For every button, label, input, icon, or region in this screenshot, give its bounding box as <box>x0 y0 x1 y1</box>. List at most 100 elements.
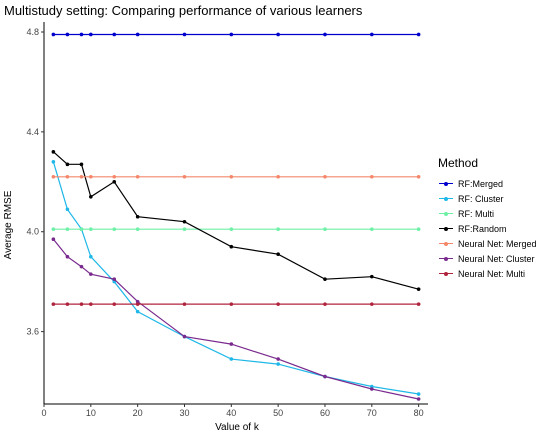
legend-label: Neural Net: Merged <box>458 238 537 249</box>
series-4 <box>51 174 421 179</box>
data-point <box>89 32 93 37</box>
legend: Method RF:Merged RF: Cluster RF: Multi RF:R… <box>438 156 537 281</box>
x-tick-label: 0 <box>41 408 46 418</box>
legend-key <box>438 267 454 281</box>
series-5 <box>51 237 421 401</box>
data-point <box>370 32 374 37</box>
y-tick-label: 3.6 <box>26 327 39 337</box>
data-point <box>112 227 117 232</box>
data-point <box>416 287 421 291</box>
legend-label: Neural Net: Cluster <box>458 253 535 264</box>
legend-key <box>438 222 454 236</box>
series-0 <box>51 32 421 37</box>
data-point <box>416 32 421 37</box>
data-point <box>323 174 327 179</box>
legend-key <box>438 207 454 221</box>
y-tick-label: 4.8 <box>26 27 39 37</box>
data-point <box>65 207 70 212</box>
series-2 <box>51 227 421 232</box>
y-tick-label: 4.0 <box>26 227 39 237</box>
data-point <box>323 374 327 379</box>
data-point <box>51 32 56 37</box>
data-point <box>112 174 117 179</box>
legend-item: Neural Net: Cluster <box>438 251 537 266</box>
data-point <box>89 302 93 306</box>
series-3 <box>51 150 421 291</box>
data-point <box>276 32 280 37</box>
data-point <box>416 397 421 401</box>
data-point <box>51 227 56 232</box>
data-point <box>323 302 327 306</box>
data-point <box>416 392 421 396</box>
series-line <box>52 238 419 400</box>
data-point <box>89 194 93 199</box>
data-point <box>79 302 84 306</box>
data-point <box>229 227 234 232</box>
data-point <box>135 309 140 314</box>
data-point <box>370 302 374 306</box>
legend-item: RF: Cluster <box>438 191 537 206</box>
data-point <box>182 334 187 339</box>
data-point <box>112 32 117 37</box>
legend-label: Neural Net: Multi <box>458 268 526 279</box>
data-point <box>370 174 374 179</box>
data-point <box>89 254 93 259</box>
data-point <box>79 174 84 179</box>
data-point <box>112 302 117 306</box>
data-point <box>323 32 327 37</box>
data-point <box>182 219 187 224</box>
data-point <box>65 254 70 259</box>
legend-label: RF: Multi <box>458 208 494 219</box>
data-point <box>276 252 280 256</box>
data-point <box>51 237 56 242</box>
x-tick-label: 70 <box>367 408 377 418</box>
data-point <box>182 32 187 37</box>
x-tick-label: 50 <box>273 408 283 418</box>
data-point <box>89 174 93 179</box>
data-point <box>276 174 280 179</box>
x-tick-label: 40 <box>226 408 236 418</box>
x-tick-label: 80 <box>414 408 424 418</box>
data-point <box>182 174 187 179</box>
data-point <box>276 302 280 306</box>
data-point <box>79 162 84 167</box>
data-point <box>51 160 56 164</box>
y-tick-label: 4.4 <box>26 127 39 137</box>
data-point <box>51 302 56 306</box>
data-point <box>89 227 93 232</box>
data-point <box>135 227 140 232</box>
data-point <box>229 244 234 249</box>
x-tick-label: 30 <box>179 408 189 418</box>
legend-item: Neural Net: Merged <box>438 236 537 251</box>
y-axis-title: Average RMSE <box>3 190 14 259</box>
data-point <box>79 32 84 37</box>
data-point <box>112 179 117 184</box>
data-point <box>65 227 70 232</box>
x-tick-label: 20 <box>133 408 143 418</box>
data-point <box>182 227 187 232</box>
data-point <box>135 214 140 219</box>
legend-key <box>438 192 454 206</box>
chart-title: Multistudy setting: Comparing performanc… <box>4 3 363 18</box>
data-point <box>65 162 70 167</box>
legend-label: RF:Random <box>458 223 507 234</box>
data-point <box>276 357 280 361</box>
data-point <box>370 387 374 391</box>
legend-item: RF: Multi <box>438 206 537 221</box>
legend-label: RF:Merged <box>458 178 504 189</box>
data-point <box>323 227 327 232</box>
data-point <box>370 384 374 389</box>
data-point <box>229 357 234 361</box>
data-point <box>135 299 140 304</box>
data-point <box>276 362 280 366</box>
data-point <box>370 227 374 232</box>
data-point <box>229 342 234 346</box>
legend-item: Neural Net: Multi <box>438 266 537 281</box>
data-point <box>89 272 93 276</box>
series-6 <box>51 302 421 306</box>
data-point <box>323 277 327 281</box>
data-point <box>229 32 234 37</box>
legend-key <box>438 237 454 251</box>
data-point <box>65 32 70 37</box>
